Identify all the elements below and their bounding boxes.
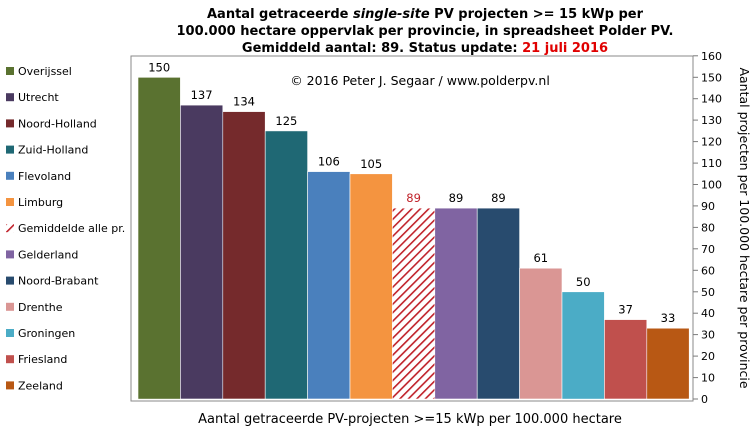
chart-title-line: Aantal getraceerde single-site PV projec… [207,7,644,22]
y-tick-label: 60 [701,264,715,277]
value-label: 150 [148,60,170,74]
legend-label: Friesland [18,353,67,366]
bar [349,173,393,400]
value-label: 137 [191,88,213,102]
y-tick-label: 40 [701,307,715,320]
y-axis-label: Aantal projecten per 100.000 hectare per… [737,67,751,388]
legend-swatch [6,224,14,233]
value-label: 106 [318,155,340,169]
y-tick-label: 70 [701,243,715,256]
y-tick-label: 80 [701,221,715,234]
bar [434,207,478,400]
bar [392,207,436,400]
value-label: 50 [576,275,591,289]
chart-title-line: Gemiddeld aantal: 89. Status update: 21 … [242,41,608,56]
y-tick-label: 150 [701,71,722,84]
legend: Overijssel Utrecht Noord-Holland Zuid-Holla… [6,65,125,392]
legend-swatch [6,171,14,180]
y-tick-label: 50 [701,286,715,299]
y-tick-label: 100 [701,179,722,192]
copyright-note: © 2016 Peter J. Segaar / www.polderpv.nl [290,73,550,88]
bar [604,319,648,400]
legend-swatch [6,381,14,390]
legend-label: Zuid-Holland [18,144,88,157]
value-label: 125 [275,114,297,128]
y-tick-label: 160 [701,50,722,63]
legend-label: Gelderland [18,248,78,261]
bar [264,130,308,400]
y-tick-label: 10 [701,372,715,385]
x-axis-label: Aantal getraceerde PV-projecten >=15 kWp… [198,412,622,427]
legend-label: Noord-Holland [18,117,97,130]
chart-title: Aantal getraceerde single-site PV projec… [176,7,673,56]
bar [307,171,351,400]
legend-swatch [6,250,14,259]
y-tick-label: 120 [701,136,722,149]
legend-swatch [6,145,14,154]
y-tick-label: 130 [701,114,722,127]
value-label: 37 [618,303,633,317]
legend-swatch [6,355,14,364]
value-label: 105 [360,157,382,171]
legend-swatch [6,93,14,102]
legend-swatch [6,119,14,128]
y-tick-label: 20 [701,350,715,363]
title-segment: Aantal getraceerde [207,7,353,22]
value-label: 61 [533,251,548,265]
legend-swatch [6,302,14,311]
legend-label: Gemiddelde alle pr. [18,222,125,235]
legend-swatch [6,329,14,337]
y-tick-label: 0 [701,393,708,406]
value-label: 89 [406,191,421,205]
bar [519,267,563,400]
value-label: 89 [449,191,464,205]
legend-label: Groningen [18,327,75,340]
y-tick-label: 90 [701,200,715,213]
y-tick-label: 110 [701,157,722,170]
legend-swatch [6,67,14,75]
bars: 150 137 134 125 106 105 89 89 89 61 50 37 33 [137,60,690,400]
legend-label: Noord-Brabant [18,275,99,288]
chart-title-line: 100.000 hectare oppervlak per provincie,… [176,24,673,39]
value-label: 134 [233,95,255,109]
legend-label: Flevoland [18,170,71,183]
y-axis: 0 10 20 30 40 50 60 70 80 90 100 110 120 130 140 150 160 [693,50,722,406]
legend-label: Limburg [18,196,63,209]
bar [646,327,690,400]
title-segment: single-site [353,7,430,22]
bar [137,77,181,400]
bar [476,207,520,400]
title-segment: Gemiddeld aantal: 89. Status update: [242,41,522,56]
y-tick-label: 140 [701,93,722,106]
value-label: 33 [661,311,676,325]
legend-swatch [6,276,14,285]
legend-swatch [6,198,14,206]
bar [180,104,224,400]
legend-label: Drenthe [18,301,63,314]
bar [561,291,605,400]
legend-label: Utrecht [18,91,59,104]
legend-label: Zeeland [18,379,63,392]
legend-label: Overijssel [18,65,72,78]
value-label: 89 [491,191,506,205]
title-segment: PV projecten >= 15 kWp per [430,7,644,22]
bar [222,111,266,400]
title-segment: 21 juli 2016 [522,41,608,56]
y-tick-label: 30 [701,329,715,342]
title-segment: 100.000 hectare oppervlak per provincie,… [176,24,673,39]
